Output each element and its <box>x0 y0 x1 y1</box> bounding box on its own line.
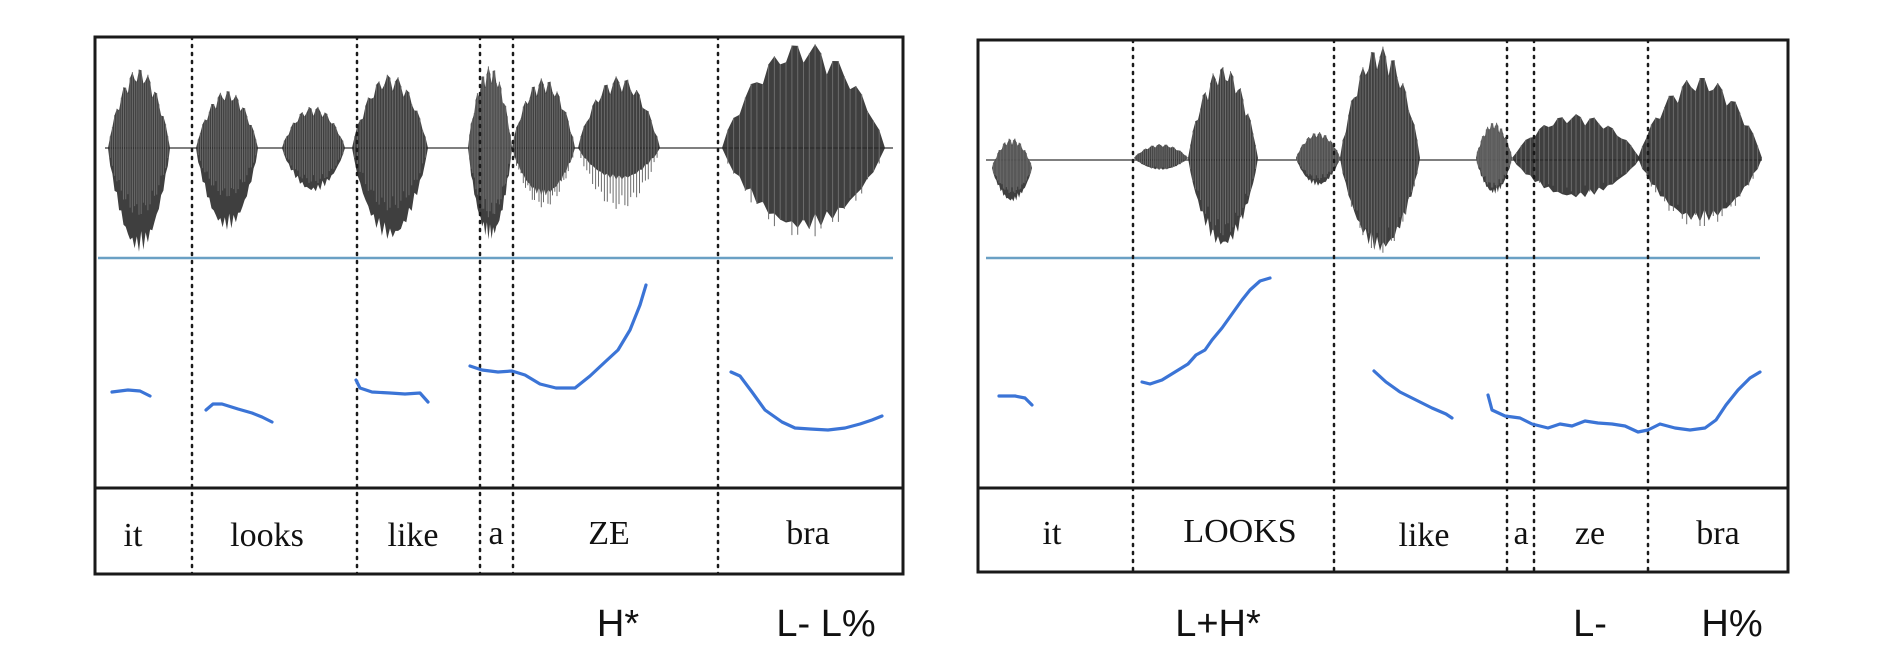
tone-label: H* <box>597 603 639 645</box>
word-label: like <box>1399 517 1450 554</box>
pitch-segment <box>110 388 152 398</box>
pitch-segment <box>729 370 884 432</box>
tone-label: L+H* <box>1175 603 1261 645</box>
word-label: it <box>124 517 143 554</box>
word-label: it <box>1043 515 1062 552</box>
panel-left: it looks like a ZE bra H* L- L% <box>93 35 905 645</box>
tone-label: L- L% <box>776 603 875 645</box>
panel-right: it LOOKS like a ze bra L+H* L- H% <box>976 38 1790 645</box>
panel-right-frame <box>976 38 1790 574</box>
word-label: a <box>1513 515 1528 552</box>
panel-right-waveform <box>992 46 1762 253</box>
pitch-segment <box>1140 276 1272 386</box>
panel-right-pitch-track <box>997 276 1762 434</box>
word-label: looks <box>230 517 304 554</box>
word-label: ze <box>1575 515 1605 552</box>
panel-right-tone-labels: L+H* L- H% <box>1175 603 1762 645</box>
panel-left-word-boundaries <box>190 35 720 576</box>
word-label: LOOKS <box>1183 513 1296 550</box>
tone-label: H% <box>1701 603 1762 645</box>
panel-left-frame <box>93 35 905 576</box>
panel-left-word-labels: it looks like a ZE bra <box>124 515 830 554</box>
pitch-segment <box>1372 369 1454 420</box>
word-label: ZE <box>588 515 630 552</box>
word-label: a <box>488 515 503 552</box>
pitch-segment <box>204 402 274 424</box>
panel-right-word-boundaries <box>1131 38 1650 574</box>
word-label: bra <box>1696 515 1739 552</box>
pitch-segment <box>354 378 430 404</box>
panel-right-word-labels: it LOOKS like a ze bra <box>1043 513 1740 554</box>
word-label: like <box>388 517 439 554</box>
panel-left-pitch-track <box>110 283 884 432</box>
tone-label: L- <box>1573 603 1607 645</box>
word-label: bra <box>786 515 829 552</box>
pitch-segment <box>1486 370 1762 434</box>
panel-left-tone-labels: H* L- L% <box>597 603 876 645</box>
pitch-segment <box>468 283 648 390</box>
pitch-segment <box>997 394 1034 407</box>
panel-left-waveform <box>108 44 885 252</box>
